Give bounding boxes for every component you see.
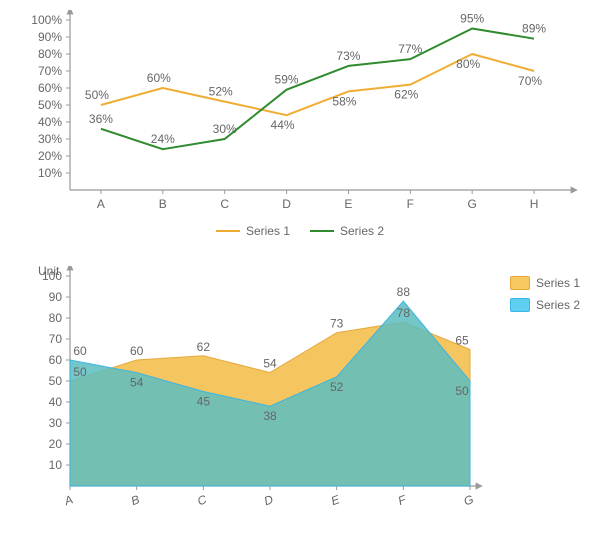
svg-text:59%: 59% [275,73,299,87]
svg-text:45: 45 [197,395,211,409]
svg-text:E: E [329,492,342,508]
svg-text:B: B [129,492,141,508]
svg-text:60%: 60% [38,81,62,95]
line-chart-svg: 10% 20% 30% 40% 50% 60% 70% 80% 90% 100% A B C D E F G H 5… [20,10,580,220]
svg-text:80%: 80% [456,57,480,71]
svg-text:52: 52 [330,380,344,394]
svg-text:90%: 90% [38,30,62,44]
svg-text:54: 54 [130,376,144,390]
svg-text:50%: 50% [85,88,109,102]
svg-text:A: A [97,197,105,211]
svg-text:D: D [282,197,291,211]
svg-text:C: C [220,197,229,211]
svg-text:30%: 30% [38,132,62,146]
svg-text:24%: 24% [151,132,175,146]
legend-item-series1: Series 1 [216,224,290,238]
svg-text:40%: 40% [38,115,62,129]
svg-text:50%: 50% [38,98,62,112]
svg-text:40: 40 [49,395,63,409]
svg-text:36%: 36% [89,112,113,126]
svg-text:62%: 62% [394,88,418,102]
legend-swatch-icon [510,276,530,290]
svg-text:20%: 20% [38,149,62,163]
svg-text:80%: 80% [38,47,62,61]
svg-text:73%: 73% [336,49,360,63]
svg-text:60%: 60% [147,71,171,85]
svg-text:H: H [530,197,539,211]
svg-text:F: F [396,492,408,508]
svg-text:54: 54 [263,357,277,371]
svg-text:65: 65 [455,334,469,348]
legend-label: Series 2 [340,224,384,238]
area-chart-legend: Series 1 Series 2 [510,276,580,312]
svg-text:50: 50 [49,374,63,388]
svg-text:100: 100 [42,269,62,283]
svg-text:60: 60 [130,344,144,358]
svg-text:80: 80 [49,311,63,325]
svg-text:89%: 89% [522,22,546,36]
svg-text:77%: 77% [398,42,422,56]
legend-label: Series 1 [536,276,580,290]
svg-text:88: 88 [397,285,411,299]
svg-text:70%: 70% [38,64,62,78]
legend-swatch-icon [510,298,530,312]
svg-text:38: 38 [263,409,277,423]
svg-text:D: D [262,492,275,508]
svg-text:F: F [407,197,414,211]
legend-item: Series 1 [510,276,580,290]
line-chart-legend: Series 1 Series 2 [20,224,580,238]
svg-text:10%: 10% [38,166,62,180]
svg-text:50: 50 [455,384,469,398]
svg-text:20: 20 [49,437,63,451]
svg-text:73: 73 [330,317,344,331]
svg-text:52%: 52% [209,85,233,99]
legend-label: Series 1 [246,224,290,238]
svg-text:A: A [62,492,75,508]
svg-text:70%: 70% [518,74,542,88]
svg-text:60: 60 [49,353,63,367]
svg-text:78: 78 [397,306,411,320]
svg-text:95%: 95% [460,12,484,26]
svg-text:100%: 100% [31,13,62,27]
svg-text:30%: 30% [213,122,237,136]
svg-text:G: G [462,492,476,508]
svg-text:62: 62 [197,340,211,354]
svg-text:70: 70 [49,332,63,346]
legend-item-series2: Series 2 [310,224,384,238]
svg-text:60: 60 [73,344,87,358]
svg-text:G: G [468,197,477,211]
area-chart-svg: Unit102030405060708090100ABCDEFG50606254… [20,266,580,526]
svg-text:44%: 44% [271,118,295,132]
legend-item: Series 2 [510,298,580,312]
area-chart: Unit102030405060708090100ABCDEFG50606254… [20,266,580,526]
svg-text:90: 90 [49,290,63,304]
line-chart: 10% 20% 30% 40% 50% 60% 70% 80% 90% 100% A B C D E F G H 5… [20,10,580,238]
legend-line-icon [216,230,240,232]
svg-text:30: 30 [49,416,63,430]
svg-text:B: B [159,197,167,211]
svg-text:C: C [195,492,208,508]
legend-label: Series 2 [536,298,580,312]
svg-text:10: 10 [49,458,63,472]
svg-text:58%: 58% [332,94,356,108]
svg-text:50: 50 [73,365,87,379]
legend-line-icon [310,230,334,232]
svg-text:E: E [344,197,352,211]
